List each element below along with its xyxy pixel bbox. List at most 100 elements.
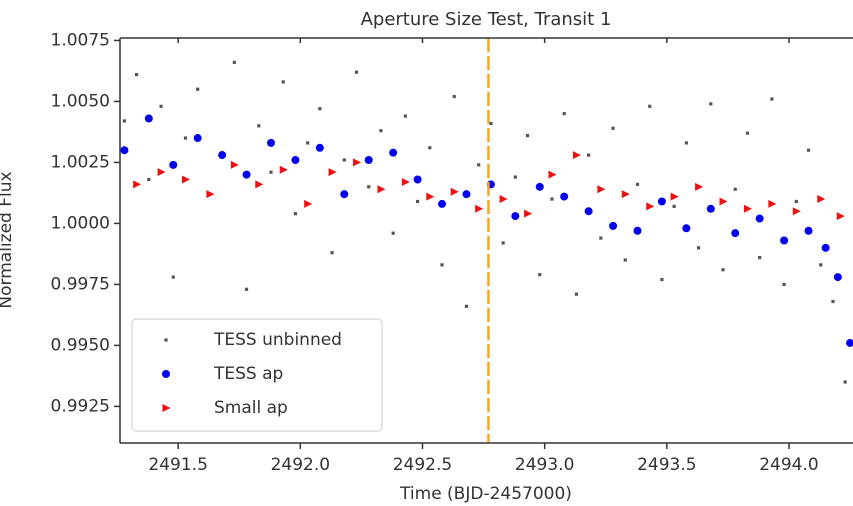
point — [682, 224, 691, 233]
point — [733, 187, 737, 191]
point — [511, 212, 520, 221]
point — [403, 114, 407, 118]
point — [621, 190, 630, 199]
point — [415, 199, 420, 204]
y-tick-label: 1.0050 — [51, 91, 110, 111]
point — [524, 209, 533, 218]
point — [609, 221, 618, 230]
point — [695, 182, 704, 191]
point — [768, 199, 777, 208]
point — [193, 134, 202, 143]
point — [266, 138, 275, 147]
y-axis-label: Normalized Flux — [0, 171, 16, 308]
point — [389, 148, 398, 157]
point — [670, 192, 679, 201]
point — [147, 177, 151, 182]
point — [574, 292, 579, 296]
point — [464, 304, 469, 308]
point — [291, 155, 300, 164]
point — [819, 263, 823, 267]
point — [792, 207, 801, 216]
point — [794, 199, 798, 204]
point — [122, 119, 126, 123]
x-tick-label: 2492.0 — [271, 455, 330, 475]
point — [660, 277, 664, 282]
point — [833, 273, 842, 282]
point — [719, 197, 728, 206]
y-tick-label: 0.9925 — [51, 396, 110, 416]
point — [330, 251, 334, 255]
legend-label: TESS unbinned — [213, 330, 342, 350]
point — [550, 197, 554, 201]
point — [623, 258, 627, 262]
point — [584, 207, 593, 216]
x-tick-label: 2493.5 — [637, 455, 696, 475]
point — [817, 195, 826, 204]
point — [135, 72, 139, 77]
point — [513, 175, 517, 179]
point — [755, 214, 764, 223]
y-tick-label: 1.0075 — [51, 30, 110, 50]
point — [401, 177, 410, 186]
x-tick-label: 2491.5 — [148, 455, 207, 475]
point — [709, 102, 713, 106]
y-tick-label: 1.0025 — [51, 152, 110, 172]
point — [672, 204, 676, 208]
legend-marker — [164, 338, 168, 342]
point — [342, 158, 346, 162]
point — [836, 212, 845, 221]
point — [475, 204, 484, 213]
point — [743, 204, 752, 213]
point — [572, 151, 581, 160]
point — [499, 195, 508, 204]
point — [770, 97, 774, 101]
point — [328, 168, 337, 177]
point — [144, 114, 153, 123]
point — [120, 146, 129, 155]
point — [242, 170, 251, 179]
point — [780, 236, 789, 245]
point — [721, 268, 725, 272]
point — [183, 136, 188, 140]
point — [731, 229, 740, 238]
point — [657, 197, 666, 206]
point — [293, 212, 298, 216]
point — [450, 187, 459, 196]
x-tick-label: 2492.5 — [393, 455, 452, 475]
point — [535, 182, 544, 191]
point — [806, 148, 811, 152]
x-tick-label: 2494.0 — [759, 455, 818, 475]
point — [426, 192, 435, 201]
point — [244, 287, 249, 291]
y-tick-label: 0.9950 — [51, 335, 110, 355]
point — [391, 231, 395, 235]
point — [804, 226, 813, 235]
point — [306, 141, 310, 145]
point — [646, 202, 655, 211]
point — [635, 182, 640, 186]
point — [821, 243, 830, 252]
point — [611, 126, 615, 130]
point — [304, 199, 313, 208]
point — [255, 180, 264, 189]
point — [340, 190, 349, 199]
point — [599, 236, 603, 240]
point — [587, 153, 591, 157]
legend-marker — [162, 404, 171, 412]
point — [560, 192, 569, 201]
point — [181, 175, 190, 184]
point — [157, 168, 166, 177]
point — [846, 338, 853, 347]
point — [354, 70, 359, 74]
point — [232, 60, 236, 64]
x-tick-label: 2493.0 — [515, 455, 574, 475]
legend-label: TESS ap — [213, 364, 283, 384]
point — [171, 275, 175, 279]
point — [438, 199, 447, 208]
point — [169, 160, 178, 169]
point — [562, 112, 566, 116]
point — [831, 299, 835, 304]
x-axis-label: Time (BJD-2457000) — [399, 484, 572, 504]
point — [633, 226, 642, 235]
